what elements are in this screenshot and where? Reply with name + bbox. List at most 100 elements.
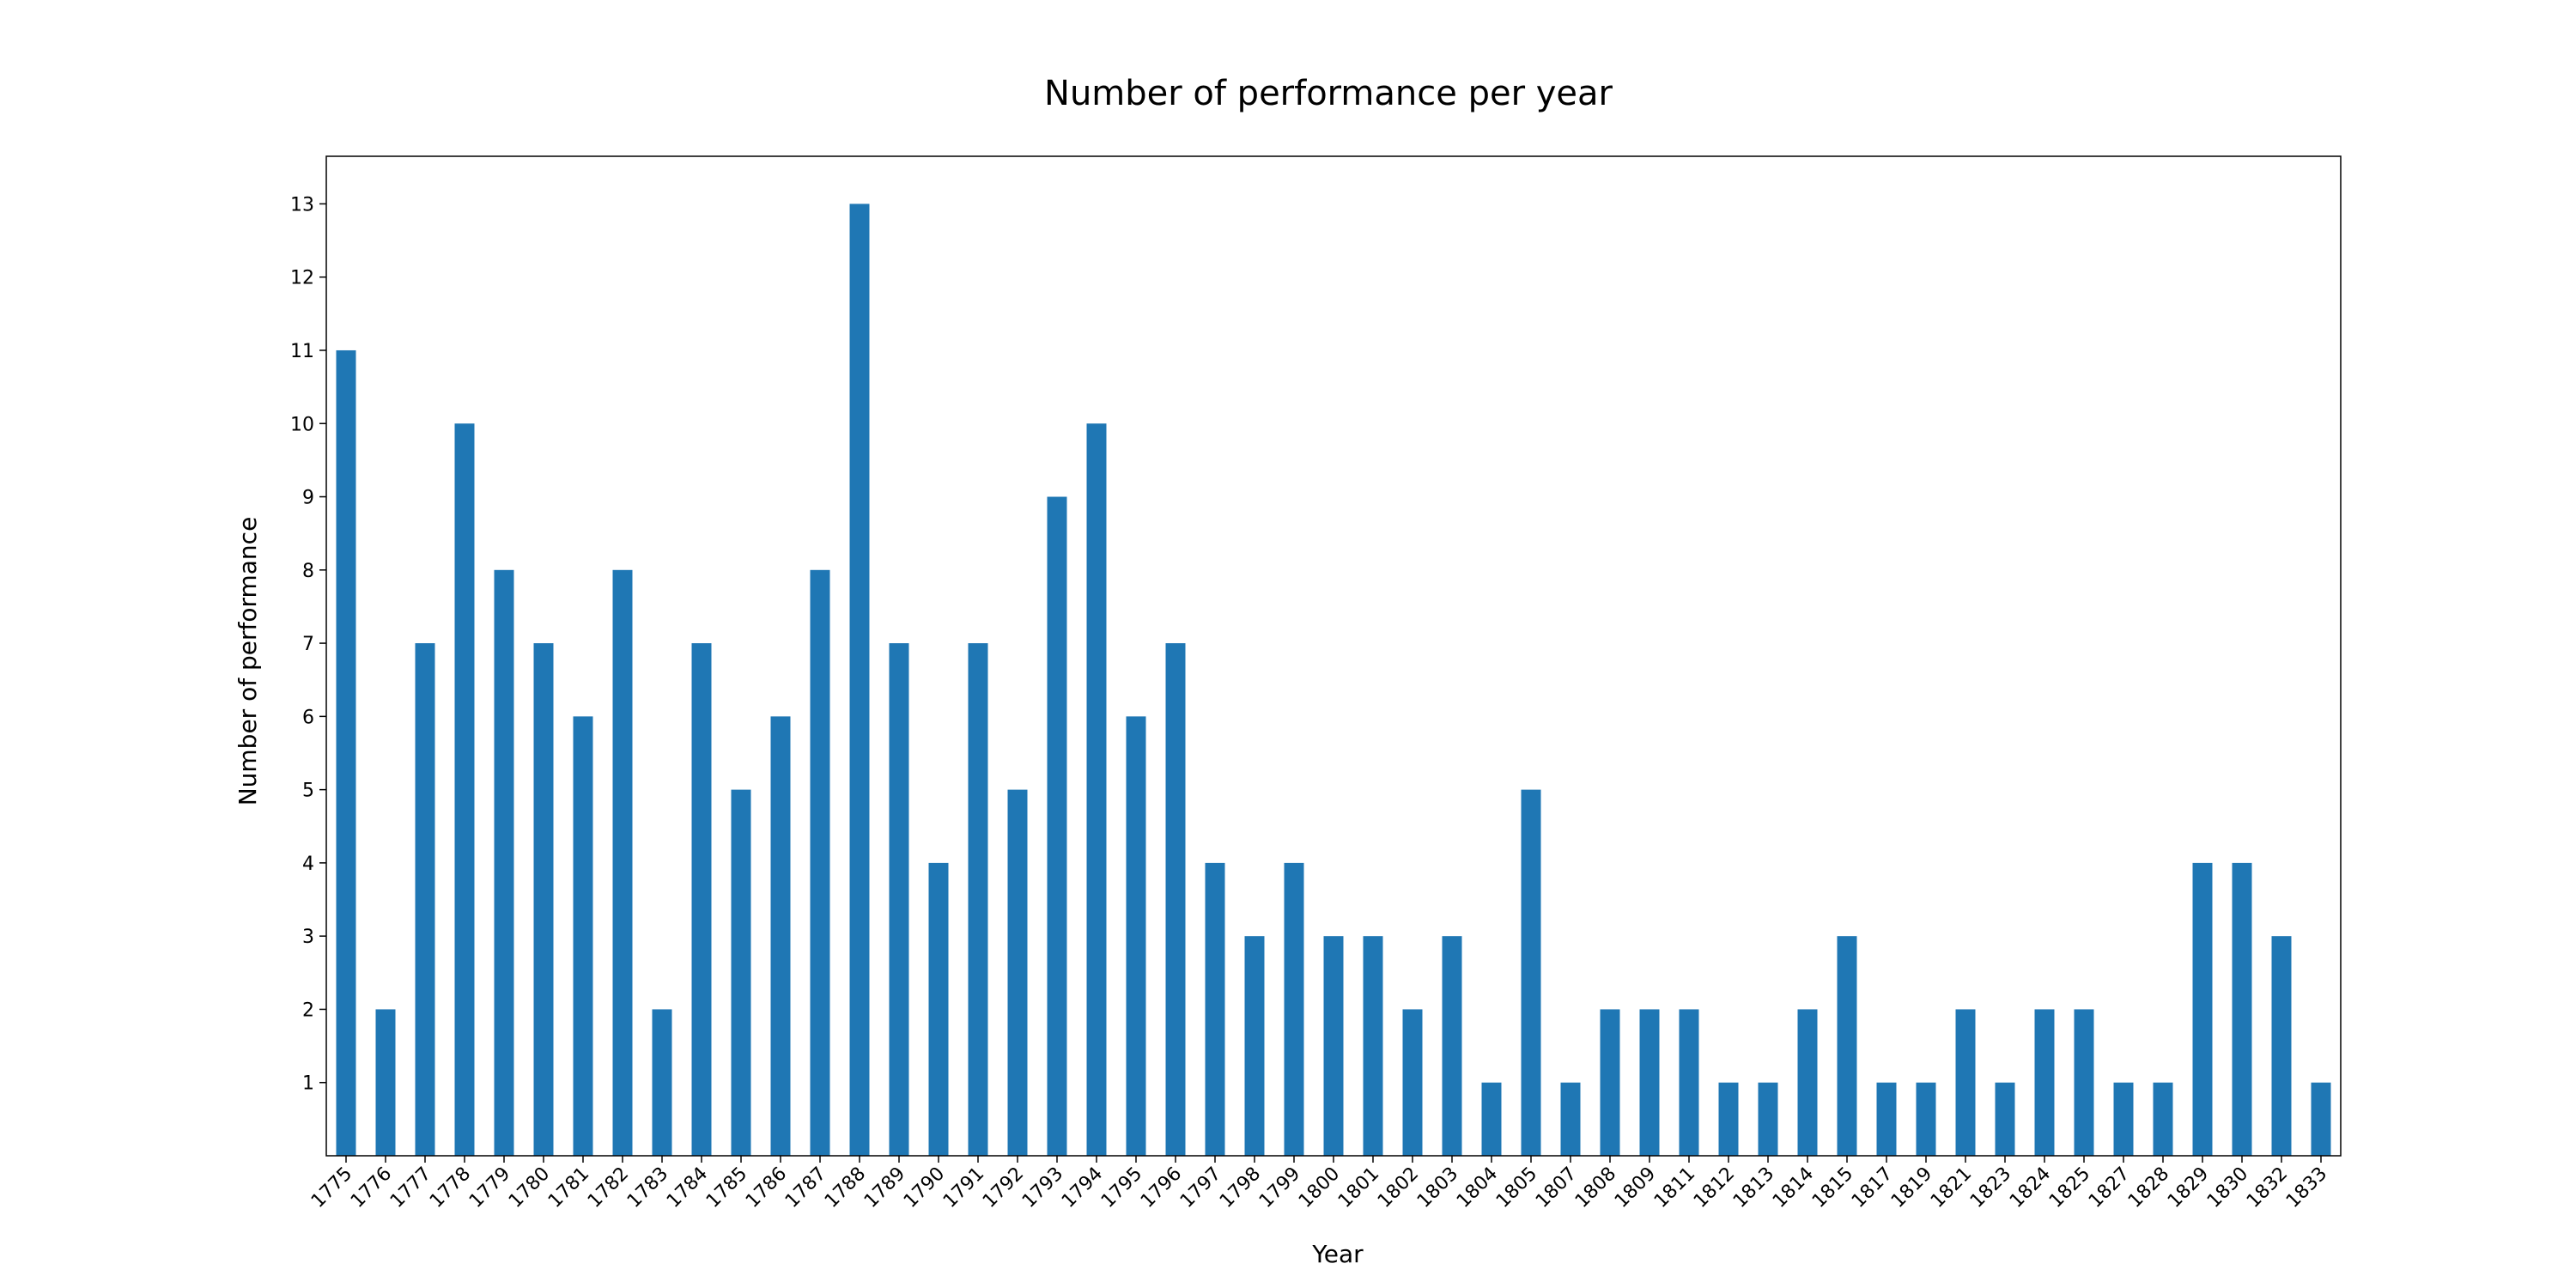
chart-title: Number of performance per year: [1044, 74, 1613, 113]
bar-1819: [1916, 1082, 1936, 1156]
bar-1798: [1244, 936, 1265, 1156]
bar-1776: [375, 1009, 396, 1156]
bar-1782: [612, 569, 633, 1156]
bar-1812: [1718, 1082, 1739, 1156]
x-tick-label: 1784: [663, 1163, 712, 1212]
x-tick-label: 1817: [1848, 1163, 1897, 1212]
y-axis-title: Number of performance: [234, 517, 262, 806]
bar-1777: [415, 643, 435, 1156]
bar-1827: [2113, 1082, 2134, 1156]
x-tick-label: 1793: [1018, 1163, 1067, 1212]
x-tick-label: 1811: [1650, 1163, 1699, 1212]
bar-1828: [2153, 1082, 2173, 1156]
y-tick-label: 12: [290, 268, 314, 289]
x-tick-label: 1790: [900, 1163, 949, 1212]
x-tick-label: 1776: [347, 1163, 396, 1212]
x-tick-label: 1777: [386, 1163, 435, 1212]
y-tick-label: 13: [290, 194, 314, 216]
bar-1813: [1758, 1082, 1778, 1156]
bar-1786: [770, 716, 791, 1156]
bar-1795: [1126, 716, 1146, 1156]
x-tick-label: 1789: [860, 1163, 909, 1212]
bar-1787: [810, 569, 830, 1156]
x-tick-label: 1828: [2124, 1163, 2173, 1212]
x-tick-label: 1830: [2203, 1163, 2252, 1212]
x-axis: 1775177617771778177917801781178217831784…: [307, 1156, 2331, 1212]
bar-1779: [494, 569, 514, 1156]
x-tick-label: 1795: [1097, 1163, 1146, 1212]
x-tick-label: 1813: [1729, 1163, 1778, 1212]
x-tick-label: 1782: [584, 1163, 633, 1212]
x-tick-label: 1803: [1413, 1163, 1462, 1212]
x-tick-label: 1812: [1690, 1163, 1739, 1212]
bar-1790: [928, 862, 949, 1156]
bar-1814: [1797, 1009, 1818, 1156]
x-tick-label: 1814: [1769, 1163, 1818, 1212]
bar-1825: [2074, 1009, 2094, 1156]
x-tick-label: 1781: [544, 1163, 593, 1212]
x-tick-label: 1801: [1334, 1163, 1383, 1212]
x-tick-label: 1821: [1927, 1163, 1976, 1212]
bar-1792: [1007, 789, 1028, 1156]
y-tick-label: 8: [302, 561, 314, 582]
x-tick-label: 1832: [2243, 1163, 2292, 1212]
y-tick-label: 4: [302, 854, 314, 875]
bar-1807: [1560, 1082, 1581, 1156]
bar-1817: [1876, 1082, 1897, 1156]
y-tick-label: 11: [290, 341, 314, 362]
x-tick-label: 1799: [1255, 1163, 1304, 1212]
bar-1793: [1047, 496, 1067, 1156]
x-tick-label: 1796: [1137, 1163, 1186, 1212]
y-tick-label: 5: [302, 781, 314, 802]
bar-1805: [1521, 789, 1541, 1156]
bar-1784: [691, 643, 712, 1156]
x-tick-label: 1778: [426, 1163, 475, 1212]
x-tick-label: 1783: [623, 1163, 672, 1212]
y-tick-label: 6: [302, 707, 314, 728]
x-tick-label: 1787: [781, 1163, 830, 1212]
x-tick-label: 1797: [1176, 1163, 1225, 1212]
bar-1780: [533, 643, 554, 1156]
y-tick-label: 3: [302, 927, 314, 948]
bar-1788: [849, 204, 870, 1156]
bar-1802: [1402, 1009, 1423, 1156]
x-tick-label: 1823: [1966, 1163, 2015, 1212]
bar-1824: [2034, 1009, 2055, 1156]
bar-1800: [1323, 936, 1344, 1156]
bar-1781: [573, 716, 593, 1156]
x-tick-label: 1804: [1453, 1163, 1502, 1212]
bar-1794: [1086, 423, 1107, 1156]
x-tick-label: 1800: [1295, 1163, 1344, 1212]
y-tick-label: 10: [290, 414, 314, 435]
x-tick-label: 1809: [1611, 1163, 1660, 1212]
bar-1829: [2192, 862, 2213, 1156]
bar-1797: [1205, 862, 1225, 1156]
x-tick-label: 1798: [1216, 1163, 1265, 1212]
bar-1783: [652, 1009, 672, 1156]
x-axis-title: Year: [1311, 1240, 1364, 1268]
x-tick-label: 1807: [1532, 1163, 1581, 1212]
x-tick-label: 1779: [465, 1163, 514, 1212]
bar-1791: [968, 643, 988, 1156]
x-tick-label: 1792: [979, 1163, 1028, 1212]
x-tick-label: 1808: [1571, 1163, 1620, 1212]
x-tick-label: 1780: [505, 1163, 554, 1212]
bar-1778: [454, 423, 475, 1156]
bar-1833: [2311, 1082, 2331, 1156]
bar-1811: [1679, 1009, 1699, 1156]
x-tick-label: 1794: [1058, 1163, 1107, 1212]
bar-1809: [1639, 1009, 1660, 1156]
x-tick-label: 1827: [2085, 1163, 2134, 1212]
bar-1796: [1165, 643, 1186, 1156]
x-tick-label: 1786: [742, 1163, 791, 1212]
y-tick-label: 9: [302, 488, 314, 509]
x-tick-label: 1791: [939, 1163, 988, 1212]
x-tick-label: 1825: [2045, 1163, 2094, 1212]
x-tick-label: 1829: [2164, 1163, 2213, 1212]
bar-1830: [2232, 862, 2252, 1156]
bar-1789: [889, 643, 909, 1156]
bar-1804: [1481, 1082, 1502, 1156]
bar-1799: [1284, 862, 1304, 1156]
